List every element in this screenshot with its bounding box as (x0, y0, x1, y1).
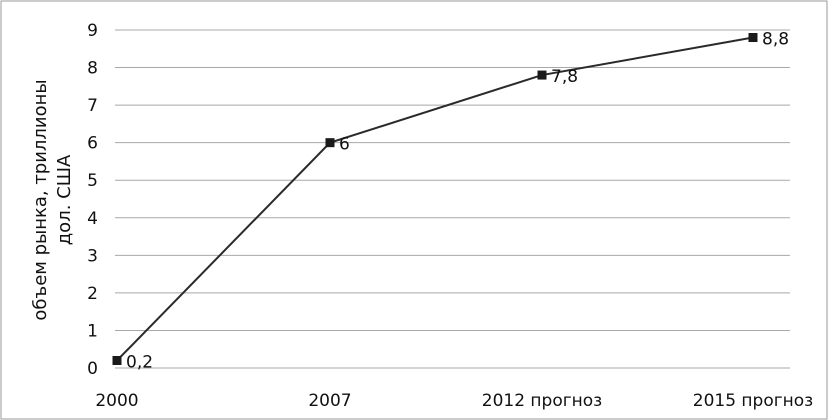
y-tick-label: 9 (87, 21, 98, 41)
y-axis-title: объем рынка, триллионы дол. США (30, 79, 75, 320)
series-group (116, 36, 754, 362)
data-point-marker (325, 138, 335, 148)
y-tick-label: 8 (87, 59, 98, 79)
data-label: 8,8 (762, 30, 789, 50)
y-tick-label: 7 (87, 96, 98, 116)
y-axis-title-line-2: дол. США (54, 154, 75, 245)
data-labels-group: 0,2 6 7,8 8,8 (126, 30, 789, 373)
markers-group (112, 33, 758, 365)
data-label: 7,8 (551, 67, 578, 87)
y-axis-title-line-1: объем рынка, триллионы (30, 79, 51, 320)
y-tick-label: 5 (87, 171, 98, 191)
data-point-marker (537, 70, 547, 80)
y-tick-label: 1 (87, 321, 98, 341)
data-label: 0,2 (126, 352, 153, 372)
x-tick-label: 2007 (308, 391, 351, 411)
y-axis-ticks: 0 1 2 3 4 5 6 7 8 9 (87, 21, 98, 379)
x-axis-ticks: 2000 2007 2012 прогноз 2015 прогноз (95, 391, 813, 411)
x-tick-label: 2000 (95, 391, 138, 411)
y-tick-label: 2 (87, 284, 98, 304)
data-label: 6 (339, 135, 350, 155)
y-tick-label: 0 (87, 359, 98, 379)
series-line (116, 36, 754, 362)
y-tick-label: 3 (87, 246, 98, 266)
data-point-marker (112, 355, 122, 365)
y-tick-label: 6 (87, 134, 98, 154)
x-tick-label: 2012 прогноз (482, 391, 602, 411)
gridlines (115, 29, 790, 369)
data-point-marker (748, 33, 758, 43)
y-tick-label: 4 (87, 209, 98, 229)
x-tick-label: 2015 прогноз (693, 391, 813, 411)
